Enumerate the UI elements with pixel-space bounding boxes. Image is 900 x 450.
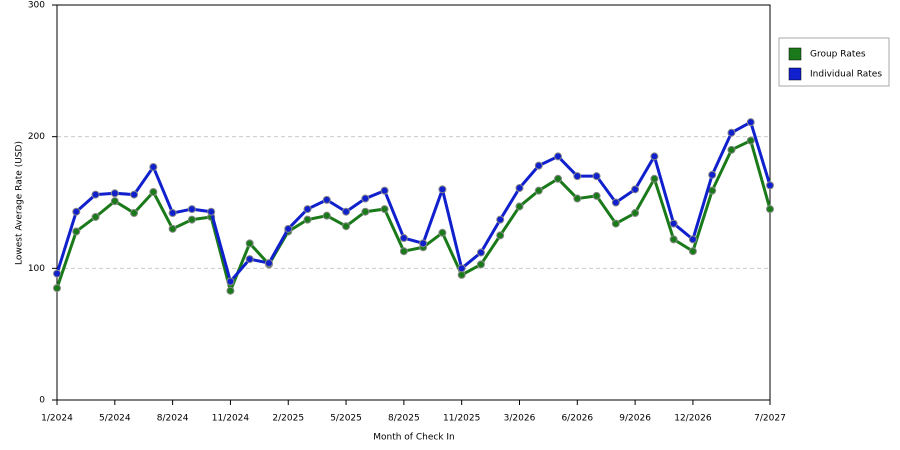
data-point — [554, 174, 563, 183]
data-point — [746, 118, 755, 127]
data-point — [380, 186, 389, 195]
data-point — [688, 235, 697, 244]
data-point — [611, 219, 620, 228]
data-point — [611, 198, 620, 207]
data-point — [168, 209, 177, 218]
data-point — [515, 202, 524, 211]
data-point — [130, 190, 139, 199]
data-point — [91, 212, 100, 221]
x-tick-label: 8/2025 — [388, 414, 420, 424]
data-point — [631, 209, 640, 218]
plot-frame — [56, 4, 771, 401]
data-point — [708, 170, 717, 179]
data-point — [399, 247, 408, 256]
data-point — [303, 205, 312, 214]
data-point — [110, 197, 119, 206]
data-point — [515, 184, 524, 193]
data-point — [361, 207, 370, 216]
data-point — [245, 239, 254, 248]
data-point — [303, 215, 312, 224]
data-point — [419, 239, 428, 248]
data-point — [727, 128, 736, 137]
data-point — [554, 152, 563, 161]
data-point — [688, 247, 697, 256]
x-tick-label: 12/2026 — [674, 414, 712, 424]
legend-label: Individual Rates — [810, 70, 882, 80]
data-point — [438, 228, 447, 237]
y-axis-title: Lowest Average Rate (USD) — [15, 141, 25, 265]
data-point — [361, 194, 370, 203]
data-point — [766, 205, 774, 214]
data-point — [476, 248, 485, 257]
data-point — [342, 222, 351, 231]
data-point — [496, 231, 505, 240]
x-tick-label: 5/2025 — [330, 414, 362, 424]
x-tick-label: 1/2024 — [41, 414, 73, 424]
data-point — [245, 255, 254, 264]
data-point — [284, 224, 293, 233]
data-point — [380, 205, 389, 214]
data-point — [342, 207, 351, 216]
data-point — [650, 152, 659, 161]
y-tick-label: 100 — [28, 264, 45, 274]
data-point — [226, 277, 235, 286]
legend-swatch — [788, 47, 802, 61]
data-point — [322, 195, 331, 204]
data-point — [149, 187, 158, 196]
data-point — [592, 191, 601, 200]
legend-swatch — [788, 67, 802, 81]
y-tick-label: 300 — [28, 1, 45, 11]
data-point — [399, 234, 408, 243]
x-tick-label: 11/2025 — [443, 414, 480, 424]
x-axis-title: Month of Check In — [373, 433, 455, 443]
x-tick-label: 6/2026 — [561, 414, 593, 424]
data-point — [669, 235, 678, 244]
y-tick-label: 200 — [28, 132, 45, 142]
data-point — [72, 227, 81, 236]
x-tick-label: 5/2024 — [99, 414, 131, 424]
data-point — [91, 190, 100, 199]
x-tick-label: 8/2024 — [157, 414, 189, 424]
data-point — [130, 209, 139, 218]
data-point — [53, 269, 61, 278]
data-point — [207, 207, 216, 216]
data-point — [322, 211, 331, 220]
data-point — [168, 224, 177, 233]
data-point — [226, 286, 235, 295]
data-point — [110, 189, 119, 198]
data-point — [631, 185, 640, 194]
data-point — [573, 172, 582, 181]
x-tick-label: 2/2025 — [272, 414, 304, 424]
data-point — [496, 215, 505, 224]
data-point — [438, 185, 447, 194]
data-point — [650, 174, 659, 183]
x-tick-label: 9/2026 — [619, 414, 651, 424]
data-point — [534, 186, 543, 195]
data-point — [149, 162, 158, 171]
data-point — [187, 215, 196, 224]
data-point — [766, 181, 774, 190]
x-tick-label: 11/2024 — [212, 414, 250, 424]
data-point — [457, 270, 466, 279]
data-point — [457, 264, 466, 273]
data-point — [53, 284, 61, 293]
data-point — [669, 219, 678, 228]
data-point — [476, 260, 485, 269]
y-tick-label: 0 — [39, 396, 45, 406]
data-point — [72, 207, 81, 216]
data-point — [187, 205, 196, 214]
data-point — [746, 136, 755, 145]
x-tick-label: 7/2027 — [754, 414, 786, 424]
data-point — [264, 259, 273, 268]
data-point — [573, 194, 582, 203]
data-point — [727, 145, 736, 154]
data-point — [534, 161, 543, 170]
x-tick-label: 3/2026 — [504, 414, 536, 424]
data-point — [592, 172, 601, 181]
legend-label: Group Rates — [810, 50, 866, 60]
